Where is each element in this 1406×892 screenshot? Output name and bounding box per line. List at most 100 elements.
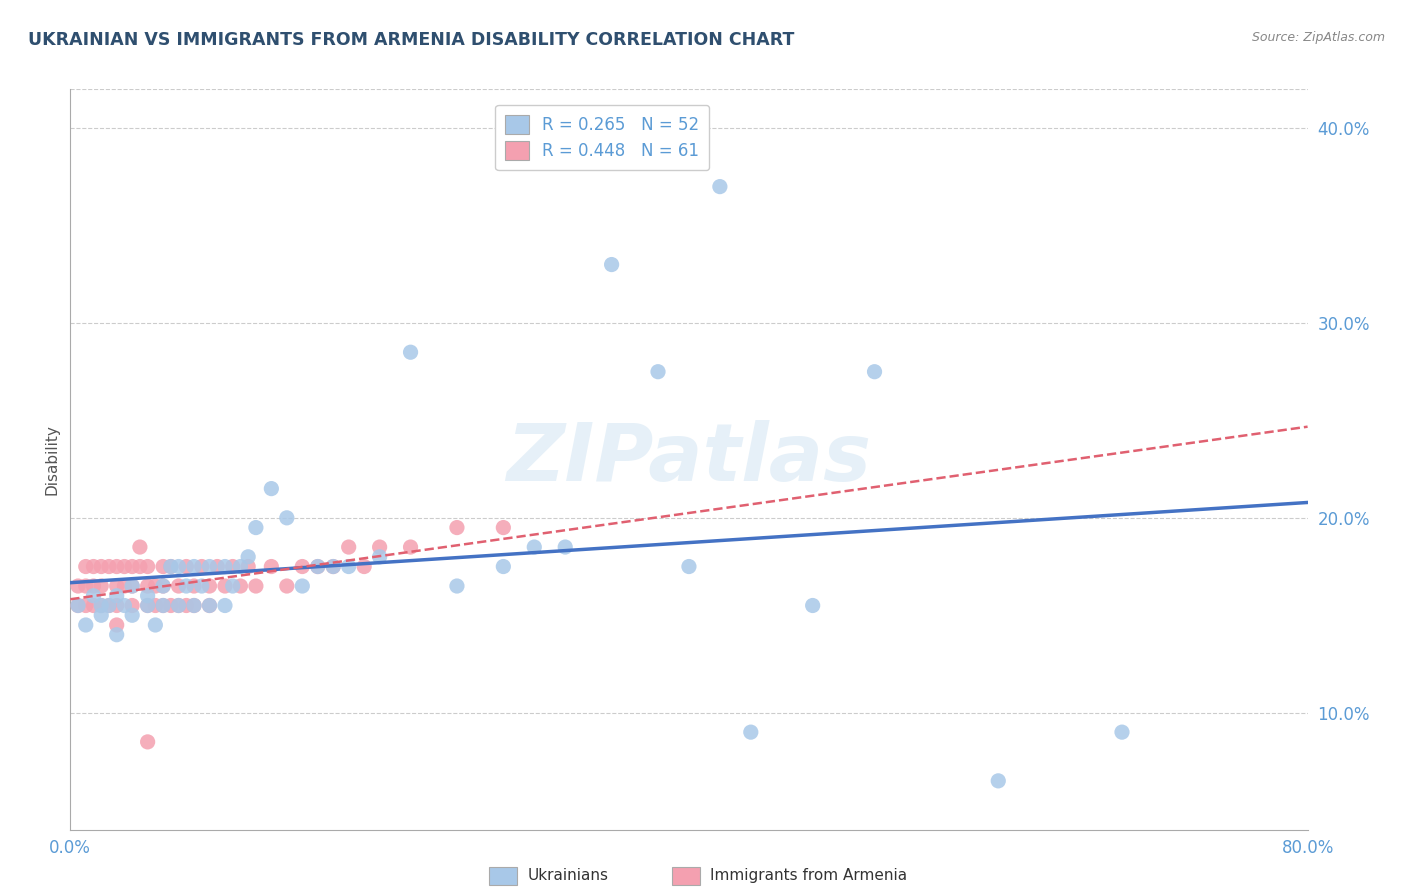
Point [183, 579, 205, 593]
Point [152, 579, 174, 593]
Point [67, 599, 90, 613]
Point [167, 559, 190, 574]
Point [647, 365, 669, 379]
Text: Ukrainians: Ukrainians [527, 869, 609, 883]
Point [260, 559, 283, 574]
Point [152, 579, 174, 593]
Point [75, 599, 97, 613]
Point [322, 559, 344, 574]
Point [446, 579, 468, 593]
Point [136, 599, 159, 613]
Point [222, 579, 245, 593]
Point [114, 579, 135, 593]
Point [105, 559, 128, 574]
Point [121, 579, 143, 593]
Point [214, 599, 236, 613]
Point [136, 735, 159, 749]
Point [90, 599, 112, 613]
Point [238, 559, 260, 574]
Point [67, 599, 90, 613]
Point [152, 599, 174, 613]
Point [245, 579, 267, 593]
Point [322, 559, 344, 574]
Point [174, 579, 197, 593]
Point [160, 559, 183, 574]
Point [399, 345, 422, 359]
Point [105, 618, 128, 632]
Point [337, 540, 360, 554]
Point [307, 559, 329, 574]
Point [1111, 725, 1133, 739]
Point [167, 599, 190, 613]
Point [801, 599, 824, 613]
Point [160, 599, 183, 613]
Point [740, 725, 762, 739]
Point [245, 520, 267, 534]
Point [129, 540, 152, 554]
Point [198, 599, 221, 613]
Point [337, 559, 360, 574]
Point [98, 599, 120, 613]
Point [90, 579, 112, 593]
Point [167, 599, 190, 613]
Point [207, 559, 229, 574]
Point [600, 258, 623, 272]
Point [90, 559, 112, 574]
Point [307, 559, 329, 574]
Point [276, 579, 298, 593]
Point [167, 579, 190, 593]
Text: UKRAINIAN VS IMMIGRANTS FROM ARMENIA DISABILITY CORRELATION CHART: UKRAINIAN VS IMMIGRANTS FROM ARMENIA DIS… [28, 31, 794, 49]
Point [105, 628, 128, 642]
Point [291, 579, 314, 593]
Point [191, 559, 214, 574]
Point [238, 549, 260, 564]
Point [105, 599, 128, 613]
Text: ZIPatlas: ZIPatlas [506, 420, 872, 499]
Point [260, 482, 283, 496]
Point [90, 599, 112, 613]
Point [291, 559, 314, 574]
Point [136, 589, 159, 603]
Point [114, 559, 135, 574]
Point [98, 599, 120, 613]
Y-axis label: Disability: Disability [44, 424, 59, 495]
Point [214, 559, 236, 574]
Point [145, 579, 166, 593]
Point [105, 589, 128, 603]
Point [191, 579, 214, 593]
Point [229, 579, 252, 593]
Point [222, 559, 245, 574]
Point [121, 599, 143, 613]
Point [121, 559, 143, 574]
Point [276, 511, 298, 525]
Point [198, 579, 221, 593]
Point [136, 579, 159, 593]
Point [709, 179, 731, 194]
Point [523, 540, 546, 554]
Point [174, 599, 197, 613]
Point [198, 559, 221, 574]
Point [75, 579, 97, 593]
Point [678, 559, 700, 574]
Point [554, 540, 576, 554]
Point [446, 520, 468, 534]
Legend: R = 0.265   N = 52, R = 0.448   N = 61: R = 0.265 N = 52, R = 0.448 N = 61 [495, 105, 709, 170]
Point [75, 618, 97, 632]
Point [129, 559, 152, 574]
Point [152, 559, 174, 574]
Text: Immigrants from Armenia: Immigrants from Armenia [710, 869, 907, 883]
Text: Source: ZipAtlas.com: Source: ZipAtlas.com [1251, 31, 1385, 45]
Point [987, 773, 1010, 788]
Point [114, 599, 135, 613]
Point [492, 559, 515, 574]
Point [214, 579, 236, 593]
Point [174, 559, 197, 574]
Point [67, 579, 90, 593]
Point [82, 559, 105, 574]
Point [82, 579, 105, 593]
Point [136, 559, 159, 574]
Point [152, 599, 174, 613]
Point [145, 618, 166, 632]
Point [198, 599, 221, 613]
Point [82, 599, 105, 613]
